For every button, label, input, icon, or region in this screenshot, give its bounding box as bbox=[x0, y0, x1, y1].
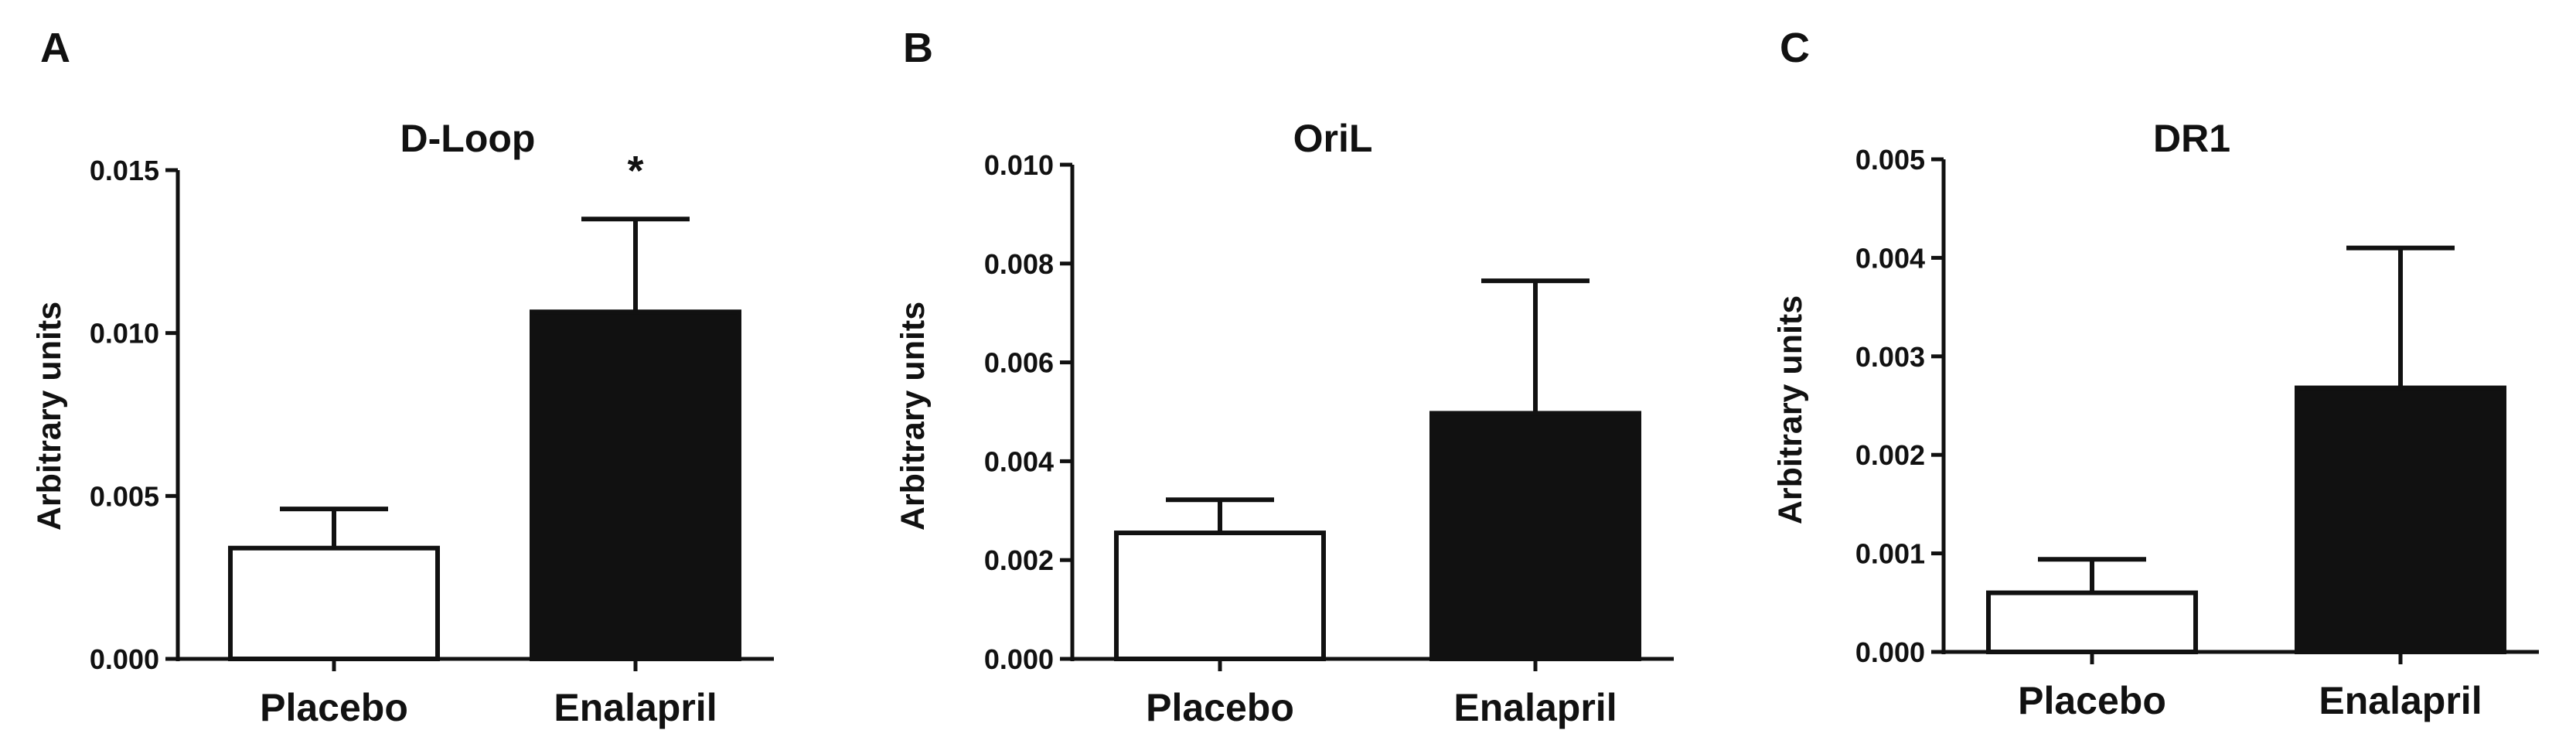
chart-title: OriL bbox=[1293, 117, 1373, 160]
plot-area bbox=[165, 168, 774, 671]
bar bbox=[1986, 590, 2198, 654]
category-label: Placebo bbox=[1146, 686, 1294, 729]
panel-b: B OriL Arbitrary units 0.000 0.002 0.004… bbox=[894, 25, 1674, 729]
plot-area bbox=[1931, 157, 2539, 664]
category-labels: Placebo Enalapril bbox=[1146, 686, 1617, 729]
y-tick-label: 0.001 bbox=[1855, 538, 1925, 570]
y-axis-label: Arbitrary units bbox=[31, 302, 68, 531]
plot-area bbox=[1060, 162, 1674, 671]
y-tick-label: 0.010 bbox=[90, 318, 159, 350]
category-labels: Placebo Enalapril bbox=[260, 686, 717, 729]
y-tick-label: 0.006 bbox=[984, 347, 1054, 379]
panel-letter: C bbox=[1780, 25, 1810, 71]
bar bbox=[530, 309, 741, 661]
y-tick-labels: 0.000 0.001 0.002 0.003 0.004 0.005 bbox=[1855, 144, 1925, 668]
y-tick-label: 0.002 bbox=[984, 544, 1054, 576]
bar bbox=[228, 545, 440, 661]
y-axis-label: Arbitrary units bbox=[894, 302, 932, 531]
y-tick-label: 0.004 bbox=[1855, 242, 1925, 274]
category-label: Placebo bbox=[260, 686, 408, 729]
chart-title: DR1 bbox=[2153, 117, 2230, 160]
y-tick-label: 0.005 bbox=[90, 480, 159, 512]
y-tick-label: 0.003 bbox=[1855, 341, 1925, 373]
bar bbox=[1429, 411, 1641, 661]
y-tick-label: 0.004 bbox=[984, 445, 1054, 477]
y-tick-label: 0.010 bbox=[984, 149, 1054, 181]
category-label: Enalapril bbox=[554, 686, 717, 729]
y-axis-label: Arbitrary units bbox=[1772, 295, 1809, 524]
category-labels: Placebo Enalapril bbox=[2018, 679, 2482, 722]
panel-c: C DR1 Arbitrary units 0.000 0.001 0.002 … bbox=[1772, 25, 2539, 722]
y-tick-label: 0.005 bbox=[1855, 144, 1925, 176]
category-label: Placebo bbox=[2018, 679, 2166, 722]
significance-mark: * bbox=[627, 148, 643, 194]
category-label: Enalapril bbox=[1453, 686, 1617, 729]
bar bbox=[1114, 531, 1326, 661]
chart-title: D-Loop bbox=[400, 117, 536, 160]
y-tick-labels: 0.000 0.002 0.004 0.006 0.008 0.010 bbox=[984, 149, 1054, 675]
y-tick-label: 0.000 bbox=[90, 643, 159, 675]
panel-letter: A bbox=[40, 25, 70, 71]
y-tick-label: 0.000 bbox=[984, 643, 1054, 675]
y-tick-labels: 0.000 0.005 0.010 0.015 bbox=[90, 155, 159, 675]
y-tick-label: 0.000 bbox=[1855, 636, 1925, 668]
y-tick-label: 0.008 bbox=[984, 248, 1054, 280]
panel-a: A D-Loop Arbitrary units 0.000 0.005 0.0… bbox=[31, 25, 774, 729]
y-tick-label: 0.002 bbox=[1855, 439, 1925, 471]
panel-letter: B bbox=[903, 25, 933, 71]
bar bbox=[2295, 385, 2506, 654]
category-label: Enalapril bbox=[2319, 679, 2482, 722]
y-tick-label: 0.015 bbox=[90, 155, 159, 186]
